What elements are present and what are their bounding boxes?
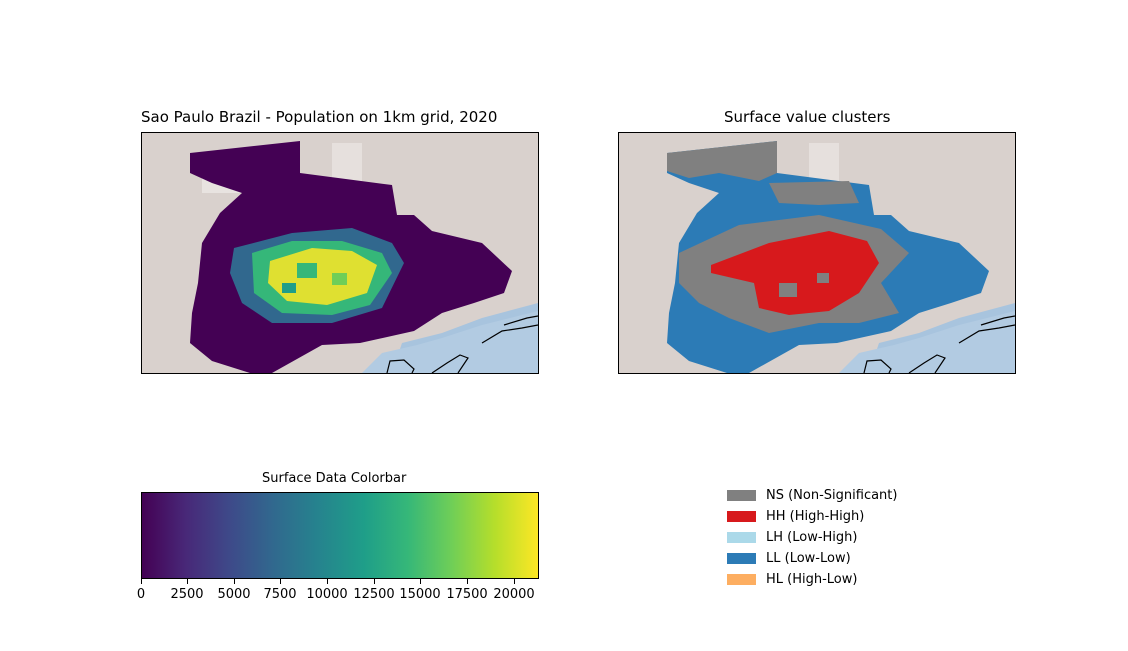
clusters-map [618, 132, 1016, 374]
colorbar-tick-label: 15000 [399, 587, 441, 602]
legend-label: HH (High-High) [766, 509, 865, 524]
colorbar [141, 492, 539, 579]
legend-item-lh: LH (Low-High) [727, 527, 897, 548]
cluster-area-ns [667, 141, 777, 181]
legend-swatch [727, 490, 756, 501]
colorbar-tick [467, 579, 468, 584]
coastline [386, 354, 469, 373]
colorbar-tick-label: 0 [136, 587, 146, 602]
colorbar-tick [280, 579, 281, 584]
right-map-title: Surface value clusters [724, 108, 891, 126]
colorbar-tick-label: 10000 [306, 587, 348, 602]
basemap-relief [809, 143, 839, 183]
colorbar-tick-label: 12500 [353, 587, 395, 602]
colorbar-tick [420, 579, 421, 584]
legend-label: LH (Low-High) [766, 530, 858, 545]
coastline [481, 315, 538, 344]
left-map-title: Sao Paulo Brazil - Population on 1km gri… [141, 108, 498, 126]
clusters-map-canvas [619, 133, 1015, 373]
legend-swatch [727, 511, 756, 522]
population-cell [282, 283, 296, 293]
legend-label: LL (Low-Low) [766, 551, 851, 566]
basemap-relief [332, 143, 362, 183]
legend-label: HL (High-Low) [766, 572, 858, 587]
legend-swatch [727, 574, 756, 585]
cluster-legend: NS (Non-Significant) HH (High-High) LH (… [727, 485, 897, 590]
population-map-canvas [142, 133, 538, 373]
legend-item-hh: HH (High-High) [727, 506, 897, 527]
basemap-sea-shallow [839, 311, 1015, 373]
legend-label: NS (Non-Significant) [766, 488, 898, 503]
coastline [958, 315, 1015, 344]
colorbar-tick-label: 2500 [170, 587, 204, 602]
population-map [141, 132, 539, 374]
colorbar-tick [374, 579, 375, 584]
legend-item-hl: HL (High-Low) [727, 569, 897, 590]
colorbar-tick [327, 579, 328, 584]
colorbar-tick-label: 20000 [493, 587, 535, 602]
cluster-cell-ns [779, 283, 797, 297]
colorbar-tick [141, 579, 142, 584]
colorbar-tick [514, 579, 515, 584]
population-cell [332, 273, 347, 285]
coastline [863, 354, 946, 373]
legend-swatch [727, 532, 756, 543]
colorbar-title: Surface Data Colorbar [262, 471, 407, 486]
colorbar-tick-label: 7500 [263, 587, 297, 602]
legend-swatch [727, 553, 756, 564]
cluster-area-hh [711, 231, 879, 315]
cluster-cell-ns [817, 273, 829, 283]
colorbar-tick [234, 579, 235, 584]
population-cell [297, 263, 317, 278]
cluster-area-ns [769, 181, 859, 205]
colorbar-tick-label: 5000 [217, 587, 251, 602]
legend-item-ns: NS (Non-Significant) [727, 485, 897, 506]
legend-item-ll: LL (Low-Low) [727, 548, 897, 569]
colorbar-tick [187, 579, 188, 584]
basemap-sea-shallow [362, 311, 538, 373]
colorbar-tick-label: 17500 [446, 587, 488, 602]
